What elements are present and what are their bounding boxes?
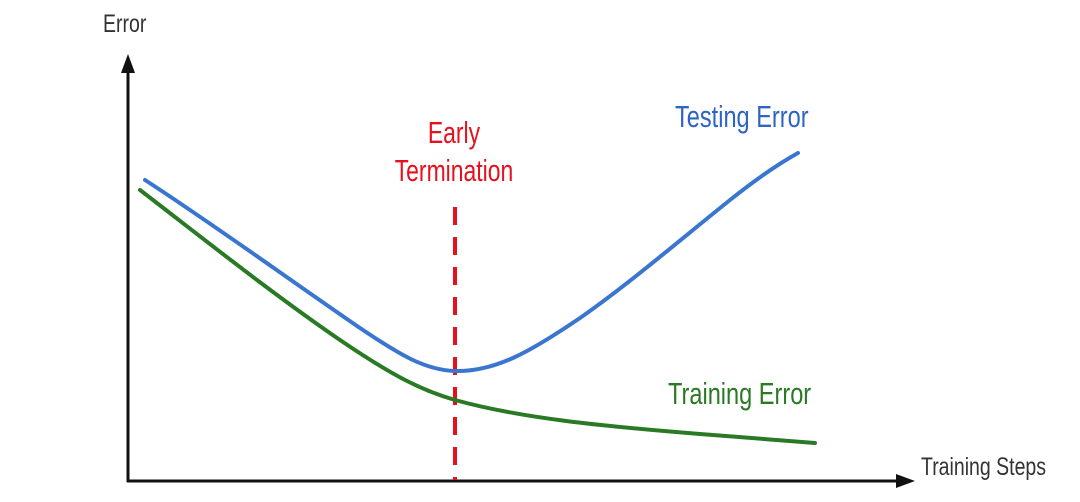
training-error-label: Training Error <box>668 376 812 411</box>
early-termination-label-line1: Early <box>427 115 481 150</box>
x-axis-arrow-icon <box>896 474 915 488</box>
testing-error-curve <box>143 151 800 374</box>
y-axis-arrow-icon <box>121 54 135 73</box>
x-axis-label: Training Steps <box>921 453 1047 481</box>
early-termination-label-line2: Termination <box>394 153 514 188</box>
early-termination-annotation: Early Termination <box>354 114 554 190</box>
testing-error-label: Testing Error <box>675 99 809 134</box>
training-error-curve <box>138 188 817 445</box>
y-axis-label: Error <box>103 10 147 38</box>
